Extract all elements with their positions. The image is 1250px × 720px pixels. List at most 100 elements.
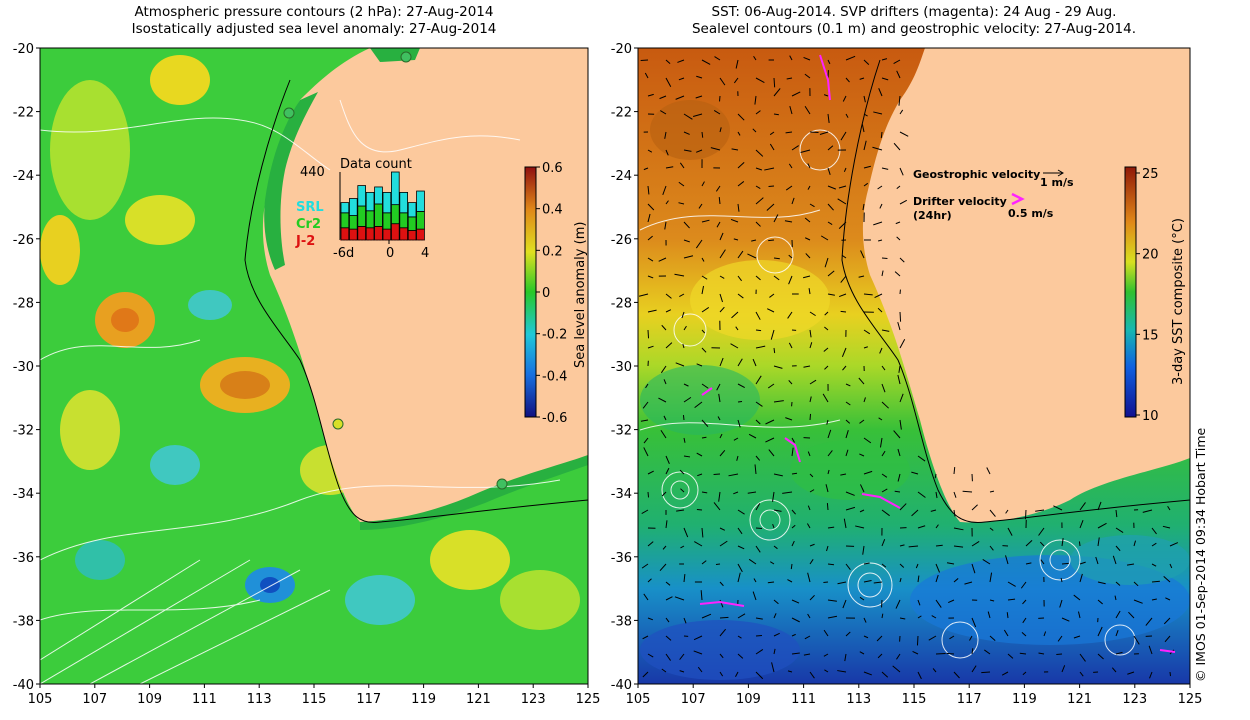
velocity-arrow [863,329,871,335]
velocity-arrow [748,433,757,439]
velocity-arrow [807,505,811,511]
left-y-tick-label: -30 [13,360,34,375]
velocity-arrow [766,203,775,211]
velocity-arrow [647,653,654,658]
velocity-arrow [683,527,689,538]
velocity-arrow [1077,611,1081,619]
velocity-arrow [719,249,726,259]
left-y-tick-label: -22 [13,106,34,121]
inset-bar-srl [365,191,375,212]
velocity-arrow [1073,635,1081,639]
velocity-arrow [682,343,685,349]
velocity-arrow [827,563,835,566]
left-y-tick-label: -38 [13,614,34,629]
velocity-arrow [1169,563,1173,569]
left-y-tick-label: -20 [13,42,34,57]
velocity-arrow [895,599,901,609]
velocity-arrow [838,221,847,229]
velocity-arrow [755,455,761,461]
velocity-arrow [697,473,703,477]
inset-bar-cr2 [416,211,425,230]
velocity-arrow [1019,652,1027,655]
velocity-arrow [804,217,811,223]
velocity-arrow [845,563,851,570]
velocity-arrow [1007,653,1014,659]
velocity-arrow [803,365,811,368]
right-title-line2: Sealevel contours (0.1 m) and geostrophi… [691,21,1136,37]
velocity-arrow [971,563,976,574]
velocity-arrow [683,113,693,120]
velocity-arrow [1145,617,1153,626]
right-x-tick-label: 107 [681,692,706,707]
inset-bar-cr2 [407,216,417,231]
velocity-arrow [953,467,956,475]
inset-bar-srl [399,191,408,214]
velocity-arrow [1163,575,1171,583]
velocity-arrow [1039,541,1045,547]
velocity-arrow [826,419,829,425]
velocity-arrow [665,653,671,661]
velocity-arrow [768,239,775,242]
left-y-tick-label: -36 [13,551,34,566]
velocity-arrow [803,653,811,656]
left-title-line1: Atmospheric pressure contours (2 hPa): 2… [134,4,494,20]
velocity-arrow [755,617,763,620]
inset-bar-cr2 [340,212,350,229]
velocity-arrow [678,77,685,81]
velocity-arrow [719,581,724,587]
velocity-arrow [665,581,671,586]
velocity-arrow [647,578,652,583]
velocity-arrow [647,257,654,262]
velocity-arrow [858,275,865,278]
velocity-arrow [989,635,996,641]
velocity-arrow [767,308,775,313]
geostrophic-velocity-arrows [638,55,1179,680]
velocity-arrow [809,543,815,547]
velocity-arrow [1097,581,1106,585]
velocity-arrow [719,306,725,313]
velocity-arrow [737,131,741,136]
velocity-arrow [899,311,902,322]
velocity-arrow [769,293,775,298]
velocity-arrow [641,509,649,515]
left-x-tick-label: 111 [192,692,217,707]
velocity-arrow [791,633,796,637]
velocity-arrow [1079,573,1083,583]
left-map[interactable] [40,48,588,684]
velocity-arrow [1001,671,1009,676]
velocity-arrow [773,400,784,403]
velocity-arrow [791,91,801,97]
inset-bar-j2 [416,228,425,241]
velocity-arrow [647,345,654,349]
sst-colorbar-gradient [1124,166,1137,418]
velocity-arrow [679,469,685,475]
velocity-arrow [917,575,920,583]
velocity-arrow [899,393,904,403]
velocity-arrow [733,437,739,441]
velocity-arrow [840,310,847,313]
velocity-arrow [719,232,724,241]
velocity-arrow [737,293,744,299]
velocity-arrow [1133,635,1140,645]
velocity-arrow [881,58,888,61]
velocity-arrow [719,616,729,619]
velocity-arrow [807,163,811,169]
velocity-arrow [873,581,883,584]
velocity-arrow [665,77,672,87]
velocity-arrow [845,631,851,637]
velocity-arrow [679,670,685,673]
velocity-arrow [755,649,764,655]
velocity-arrow [877,239,883,242]
velocity-arrow [935,524,939,529]
velocity-arrow [989,572,993,583]
velocity-arrow [824,669,829,673]
velocity-arrow [755,275,761,281]
velocity-arrow [881,473,888,478]
velocity-arrow [1005,509,1009,514]
right-map[interactable]: Geostrophic velocity 1 m/s Drifter veloc… [638,48,1190,684]
velocity-arrow [755,634,763,637]
velocity-arrow [701,59,711,65]
velocity-arrow [827,167,831,175]
